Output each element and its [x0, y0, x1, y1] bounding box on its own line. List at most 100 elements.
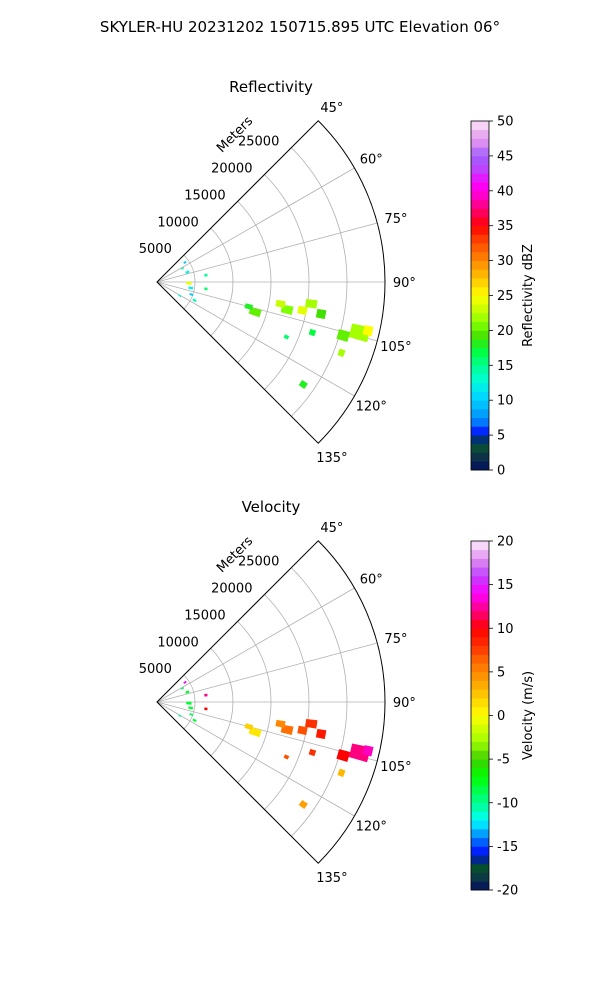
vel-colorbar-tick-label: 10 — [497, 622, 514, 637]
refl-title: Reflectivity — [229, 78, 313, 96]
refl-echo-cell — [189, 292, 194, 297]
velocity-panel: Velocity 45° 60° 75° 90° 105° 120° 135° 5000 1000… — [139, 498, 536, 899]
refl-colorbar-segment — [471, 452, 489, 462]
vel-colorbar-segment — [471, 558, 489, 568]
vel-colorbar-segment — [471, 759, 489, 769]
refl-range-ring — [237, 201, 272, 363]
vel-echo-cell — [178, 714, 182, 718]
refl-colorbar-segment — [471, 138, 489, 148]
vel-colorbar-segment — [471, 811, 489, 821]
vel-colorbar-segment — [471, 593, 489, 603]
vel-sector-outline — [156, 540, 386, 864]
refl-colorbar-segment — [471, 347, 489, 357]
vel-range-ring — [183, 674, 196, 730]
refl-colorbar-segment — [471, 155, 489, 166]
vel-echo-cell — [308, 748, 317, 757]
vel-colorbar-segment — [471, 680, 489, 690]
vel-angle-tick-label: 135° — [316, 871, 347, 886]
refl-colorbar-segment — [471, 417, 489, 427]
refl-colorbar-segment — [471, 286, 489, 296]
vel-echo-cell — [283, 754, 290, 760]
vel-range-ring — [264, 594, 310, 810]
vel-radial-tick-label: 10000 — [157, 635, 198, 650]
vel-colorbar-segment — [471, 567, 489, 577]
vel-colorbar-segment — [471, 584, 489, 594]
vel-angle-tick-label: 120° — [356, 820, 387, 835]
vel-colorbar-segment — [471, 628, 489, 638]
refl-echo-cell — [204, 273, 208, 277]
refl-colorbar-segment — [471, 312, 489, 323]
vel-colorbar-segment — [471, 610, 489, 620]
vel-colorbar-segment — [471, 846, 489, 856]
refl-colorbar-segment — [471, 208, 489, 218]
vel-colorbar-tick-label: 0 — [497, 709, 505, 724]
refl-colorbar-segment — [471, 391, 489, 401]
vel-colorbar-segment — [471, 855, 489, 865]
vel-colorbar-segment — [471, 750, 489, 760]
vel-colorbar-segment — [471, 636, 489, 647]
vel-echo-cell — [298, 799, 308, 809]
refl-colorbar-segment — [471, 199, 489, 209]
refl-colorbar-segment — [471, 435, 489, 445]
refl-colorbar-segment — [471, 330, 489, 340]
refl-echo-cell — [298, 379, 308, 389]
refl-colorbar-tick-label: 50 — [497, 115, 514, 130]
refl-colorbar-segment — [471, 164, 489, 174]
vel-radial-tick-label: 25000 — [238, 555, 279, 570]
vel-angle-tick-label: 105° — [380, 760, 411, 775]
vel-colorbar-tick-label: -10 — [497, 796, 518, 811]
refl-colorbar-segment — [471, 225, 489, 235]
refl-colorbar-segment — [471, 339, 489, 349]
vel-colorbar-segment — [471, 671, 489, 681]
refl-colorbar-segment — [471, 147, 489, 157]
refl-colorbar-segment — [471, 461, 489, 471]
refl-colorbar-tick-label: 35 — [497, 219, 514, 234]
refl-echo-cell — [180, 267, 185, 270]
vel-colorbar-tick-label: 20 — [497, 535, 514, 550]
vel-colorbar-segment — [471, 575, 489, 586]
refl-colorbar-segment — [471, 278, 489, 288]
refl-colorbar-tick-label: 15 — [497, 359, 514, 374]
refl-echo-cell — [337, 348, 346, 358]
refl-sector-outline — [156, 120, 386, 444]
refl-angle-tick-label: 60° — [360, 152, 383, 167]
vel-echo-cell — [248, 727, 262, 738]
vel-colorbar-segment — [471, 837, 489, 847]
refl-echo-cell — [185, 270, 190, 274]
refl-echo-cell — [297, 305, 308, 316]
refl-echo-cell — [283, 334, 290, 340]
refl-colorbar-segment — [471, 269, 489, 279]
vel-colorbar-segment — [471, 767, 489, 777]
reflectivity-panel: Reflectivity 45° 60° 75° 90° 105° 120° 135° 5000… — [139, 78, 536, 479]
refl-echo-cell — [178, 294, 182, 298]
refl-echo-cell — [305, 298, 318, 309]
refl-colorbar-tick-label: 0 — [497, 464, 505, 479]
vel-radial-tick-label: 5000 — [139, 662, 172, 677]
vel-echo-cell — [297, 725, 308, 736]
refl-colorbar-segment — [471, 216, 489, 227]
refl-colorbar-segment — [471, 121, 489, 131]
vel-colorbar-segment — [471, 706, 489, 716]
vel-echo-cell — [337, 768, 346, 778]
vel-angle-tick-label: 45° — [320, 521, 343, 536]
refl-radial-tick-label: 10000 — [157, 215, 198, 230]
vel-echo-cell — [185, 690, 190, 694]
refl-colorbar-segment — [471, 190, 489, 200]
refl-colorbar-segment — [471, 365, 489, 375]
vel-echo-cell — [192, 718, 197, 723]
refl-angle-tick-label: 45° — [320, 101, 343, 116]
vel-colorbar-segment — [471, 802, 489, 812]
vel-colorbar-segment — [471, 619, 489, 629]
refl-colorbar-segment — [471, 234, 489, 244]
refl-colorbar-tick-label: 5 — [497, 429, 505, 444]
refl-colorbar-segment — [471, 173, 489, 183]
vel-colorbar-tick-label: 15 — [497, 578, 514, 593]
refl-colorbar-segment — [471, 129, 489, 139]
vel-colorbar-label: Velocity (m/s) — [521, 671, 536, 760]
vel-colorbar-segment — [471, 645, 489, 655]
refl-colorbar-segment — [471, 356, 489, 366]
refl-radial-tick-label: 5000 — [139, 242, 172, 257]
vel-colorbar-segment — [471, 828, 489, 839]
refl-colorbar-tick-label: 40 — [497, 184, 514, 199]
